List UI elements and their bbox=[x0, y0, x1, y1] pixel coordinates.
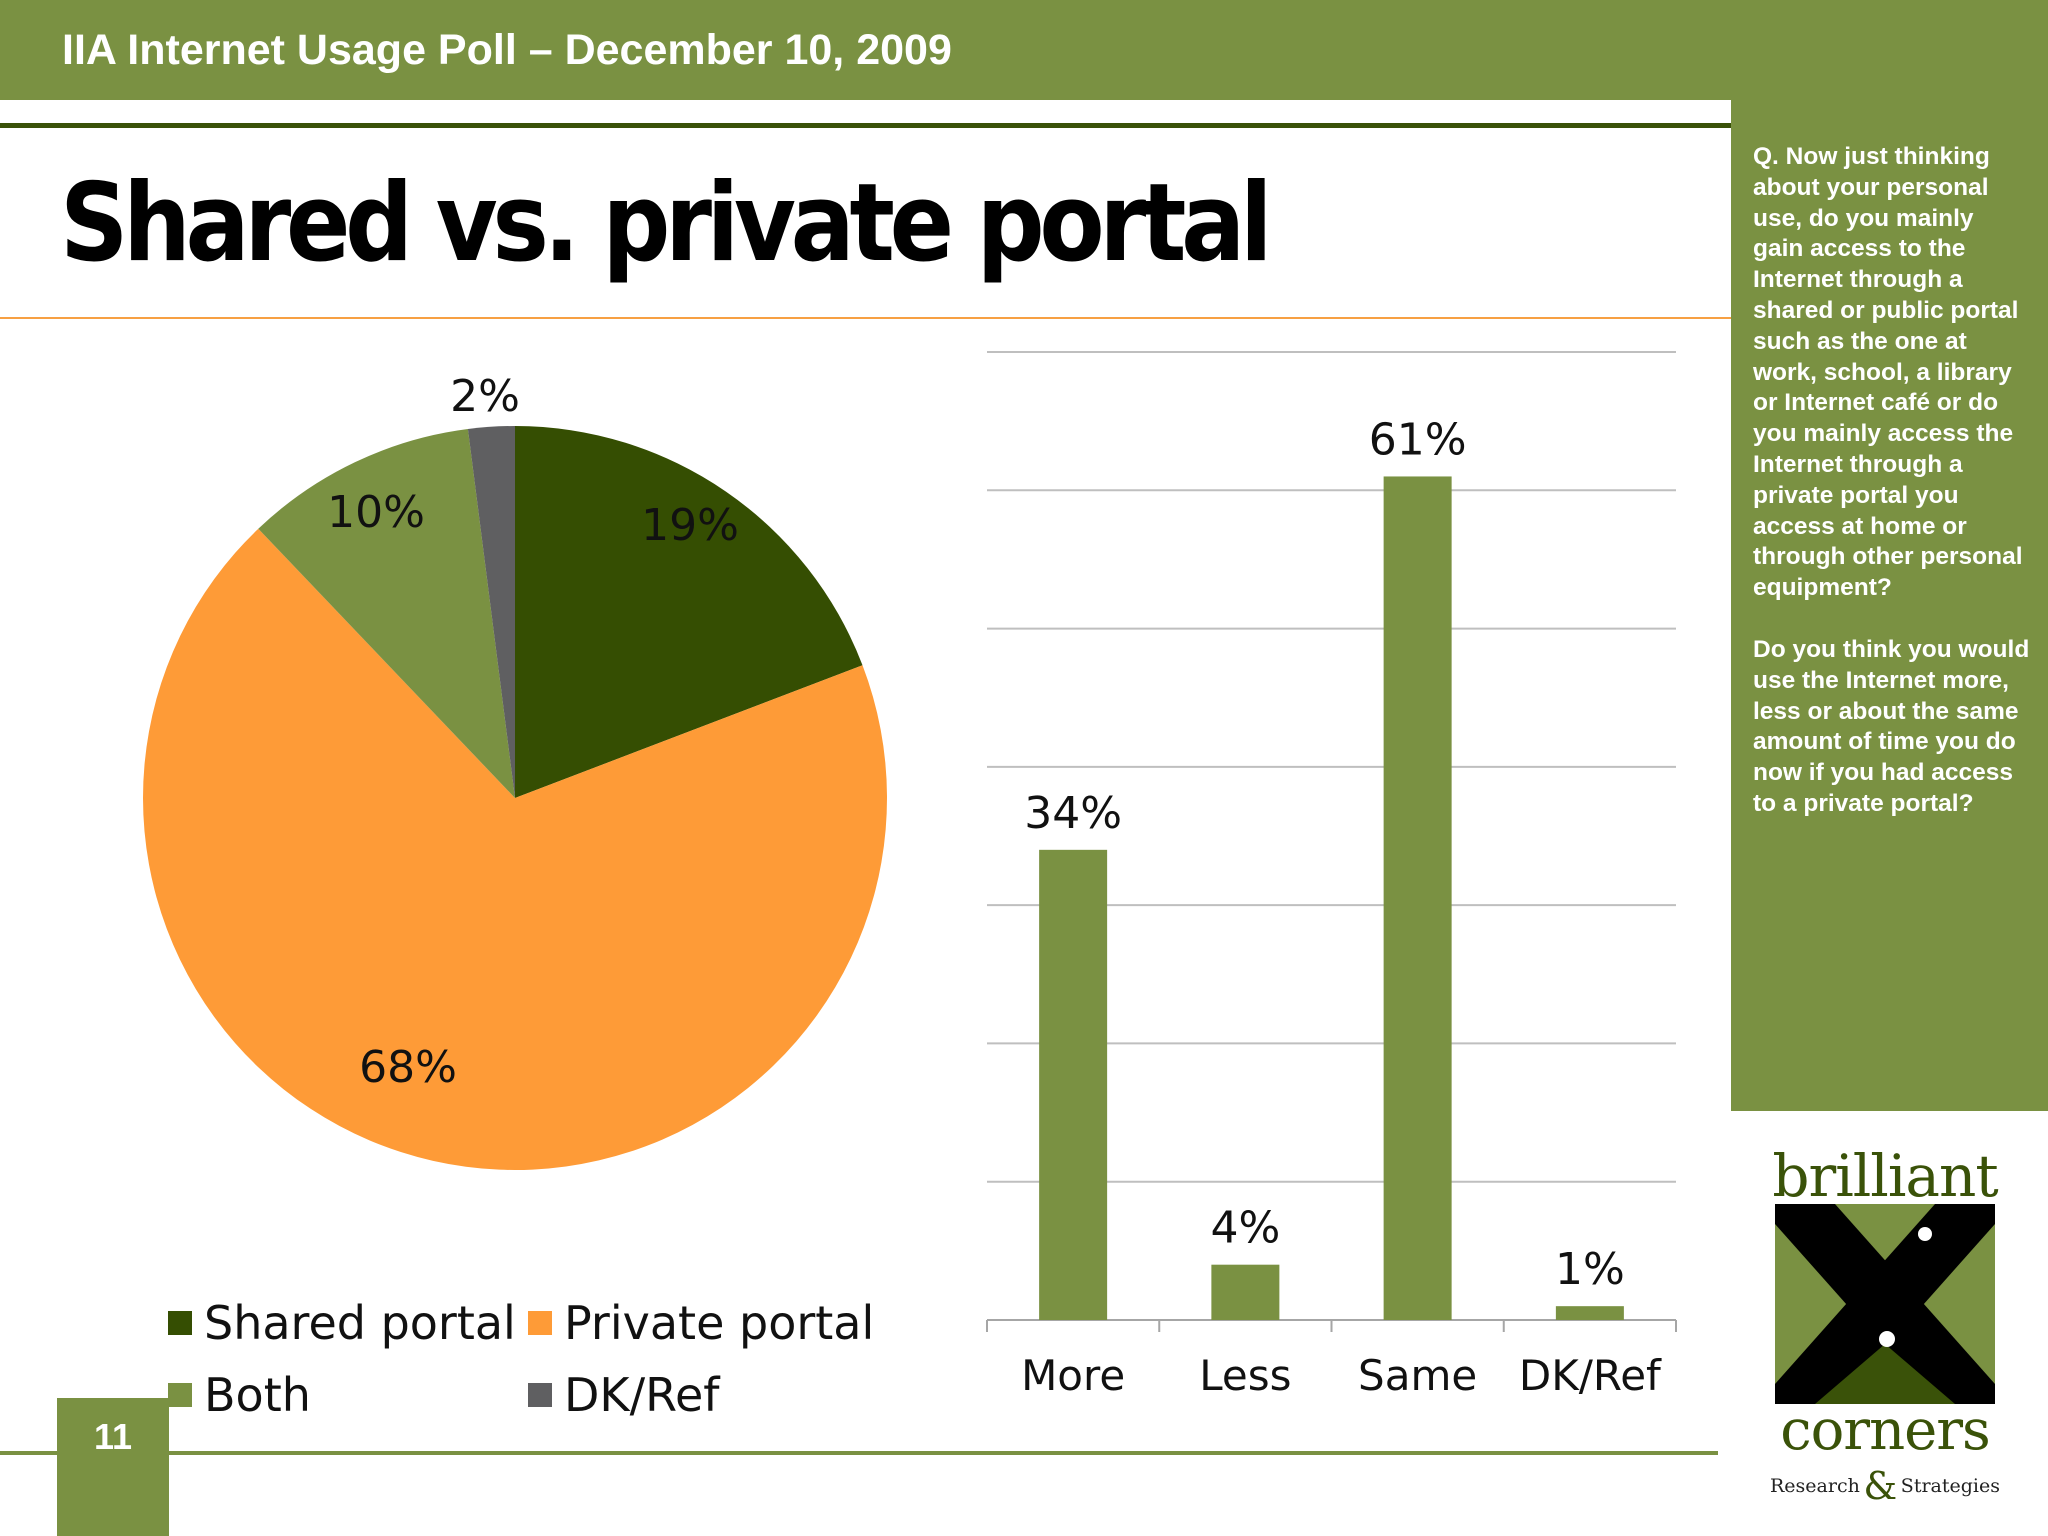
legend-item-both: Both bbox=[168, 1368, 311, 1422]
bar-category-label-more: More bbox=[1021, 1351, 1125, 1400]
question-panel: Q. Now just thinking about your personal… bbox=[1731, 100, 2048, 1111]
bar-dk-ref bbox=[1555, 1306, 1624, 1320]
bar-value-label-same: 61% bbox=[1369, 414, 1467, 465]
question-text-1: Q. Now just thinking about your personal… bbox=[1753, 143, 2023, 602]
logo-sub-left: Research bbox=[1770, 1475, 1860, 1497]
logo-bottom-text: corners bbox=[1780, 1398, 1991, 1463]
title-rule bbox=[0, 317, 1732, 319]
bar-value-label-less: 4% bbox=[1210, 1203, 1280, 1254]
bar-category-label-less: Less bbox=[1199, 1351, 1291, 1400]
logo-subtitle: Research & Strategies bbox=[1770, 1464, 2000, 1508]
question-text-2: Do you think you would use the Internet … bbox=[1753, 635, 2030, 817]
logo-ampersand: & bbox=[1863, 1464, 1898, 1508]
brilliant-corners-logo: brilliant corners Research & Strategies bbox=[1770, 1142, 2000, 1508]
pie-legend: Shared portal Private portal Both DK/Ref bbox=[168, 1296, 908, 1446]
bar-more bbox=[1039, 849, 1108, 1320]
bar-category-label-same: Same bbox=[1358, 1351, 1477, 1400]
legend-swatch bbox=[528, 1311, 552, 1335]
legend-label: DK/Ref bbox=[564, 1368, 720, 1422]
pie-slice-private-portal bbox=[142, 528, 888, 1170]
legend-item-dk-ref: DK/Ref bbox=[528, 1368, 719, 1422]
header-rule bbox=[0, 123, 1732, 128]
legend-item-private-portal: Private portal bbox=[528, 1296, 874, 1350]
pie-label-dk-ref: 2% bbox=[450, 371, 520, 422]
pie-chart: 19% 68% 10% 2% bbox=[142, 371, 888, 1170]
legend-label: Shared portal bbox=[204, 1296, 516, 1350]
legend-swatch bbox=[168, 1311, 192, 1335]
page-number-box: 11 bbox=[57, 1398, 169, 1536]
bar-category-label-dk-ref: DK/Ref bbox=[1519, 1351, 1662, 1400]
pie-slice-both bbox=[258, 428, 515, 798]
header-title: IIA Internet Usage Poll – December 10, 2… bbox=[62, 26, 952, 74]
header-bar: IIA Internet Usage Poll – December 10, 2… bbox=[0, 0, 2048, 100]
logo-x-mark-icon bbox=[1775, 1204, 1995, 1404]
logo-top-text: brilliant bbox=[1772, 1142, 1998, 1210]
footer-rule bbox=[0, 1451, 1718, 1455]
pie-label-shared-portal: 19% bbox=[641, 500, 739, 551]
bar-less bbox=[1211, 1264, 1280, 1320]
logo-sub-right: Strategies bbox=[1900, 1475, 2000, 1497]
slide-title: Shared vs. private portal bbox=[60, 161, 1273, 286]
pie-slice-dk-ref bbox=[467, 426, 515, 798]
legend-label: Both bbox=[204, 1368, 311, 1422]
bar-same bbox=[1383, 476, 1452, 1320]
legend-swatch bbox=[528, 1383, 552, 1407]
bar-chart: 34% More 4% Less 61% Same 1% DK/Ref bbox=[986, 351, 1677, 1400]
legend-swatch bbox=[168, 1383, 192, 1407]
page-number: 11 bbox=[93, 1416, 133, 1457]
bar-value-label-dk-ref: 1% bbox=[1555, 1244, 1625, 1295]
legend-item-shared-portal: Shared portal bbox=[168, 1296, 516, 1350]
pie-label-both: 10% bbox=[327, 487, 425, 538]
pie-slice-shared-portal bbox=[515, 426, 863, 798]
pie-label-private-portal: 68% bbox=[359, 1042, 457, 1093]
bar-value-label-more: 34% bbox=[1024, 788, 1122, 839]
legend-label: Private portal bbox=[564, 1296, 875, 1350]
